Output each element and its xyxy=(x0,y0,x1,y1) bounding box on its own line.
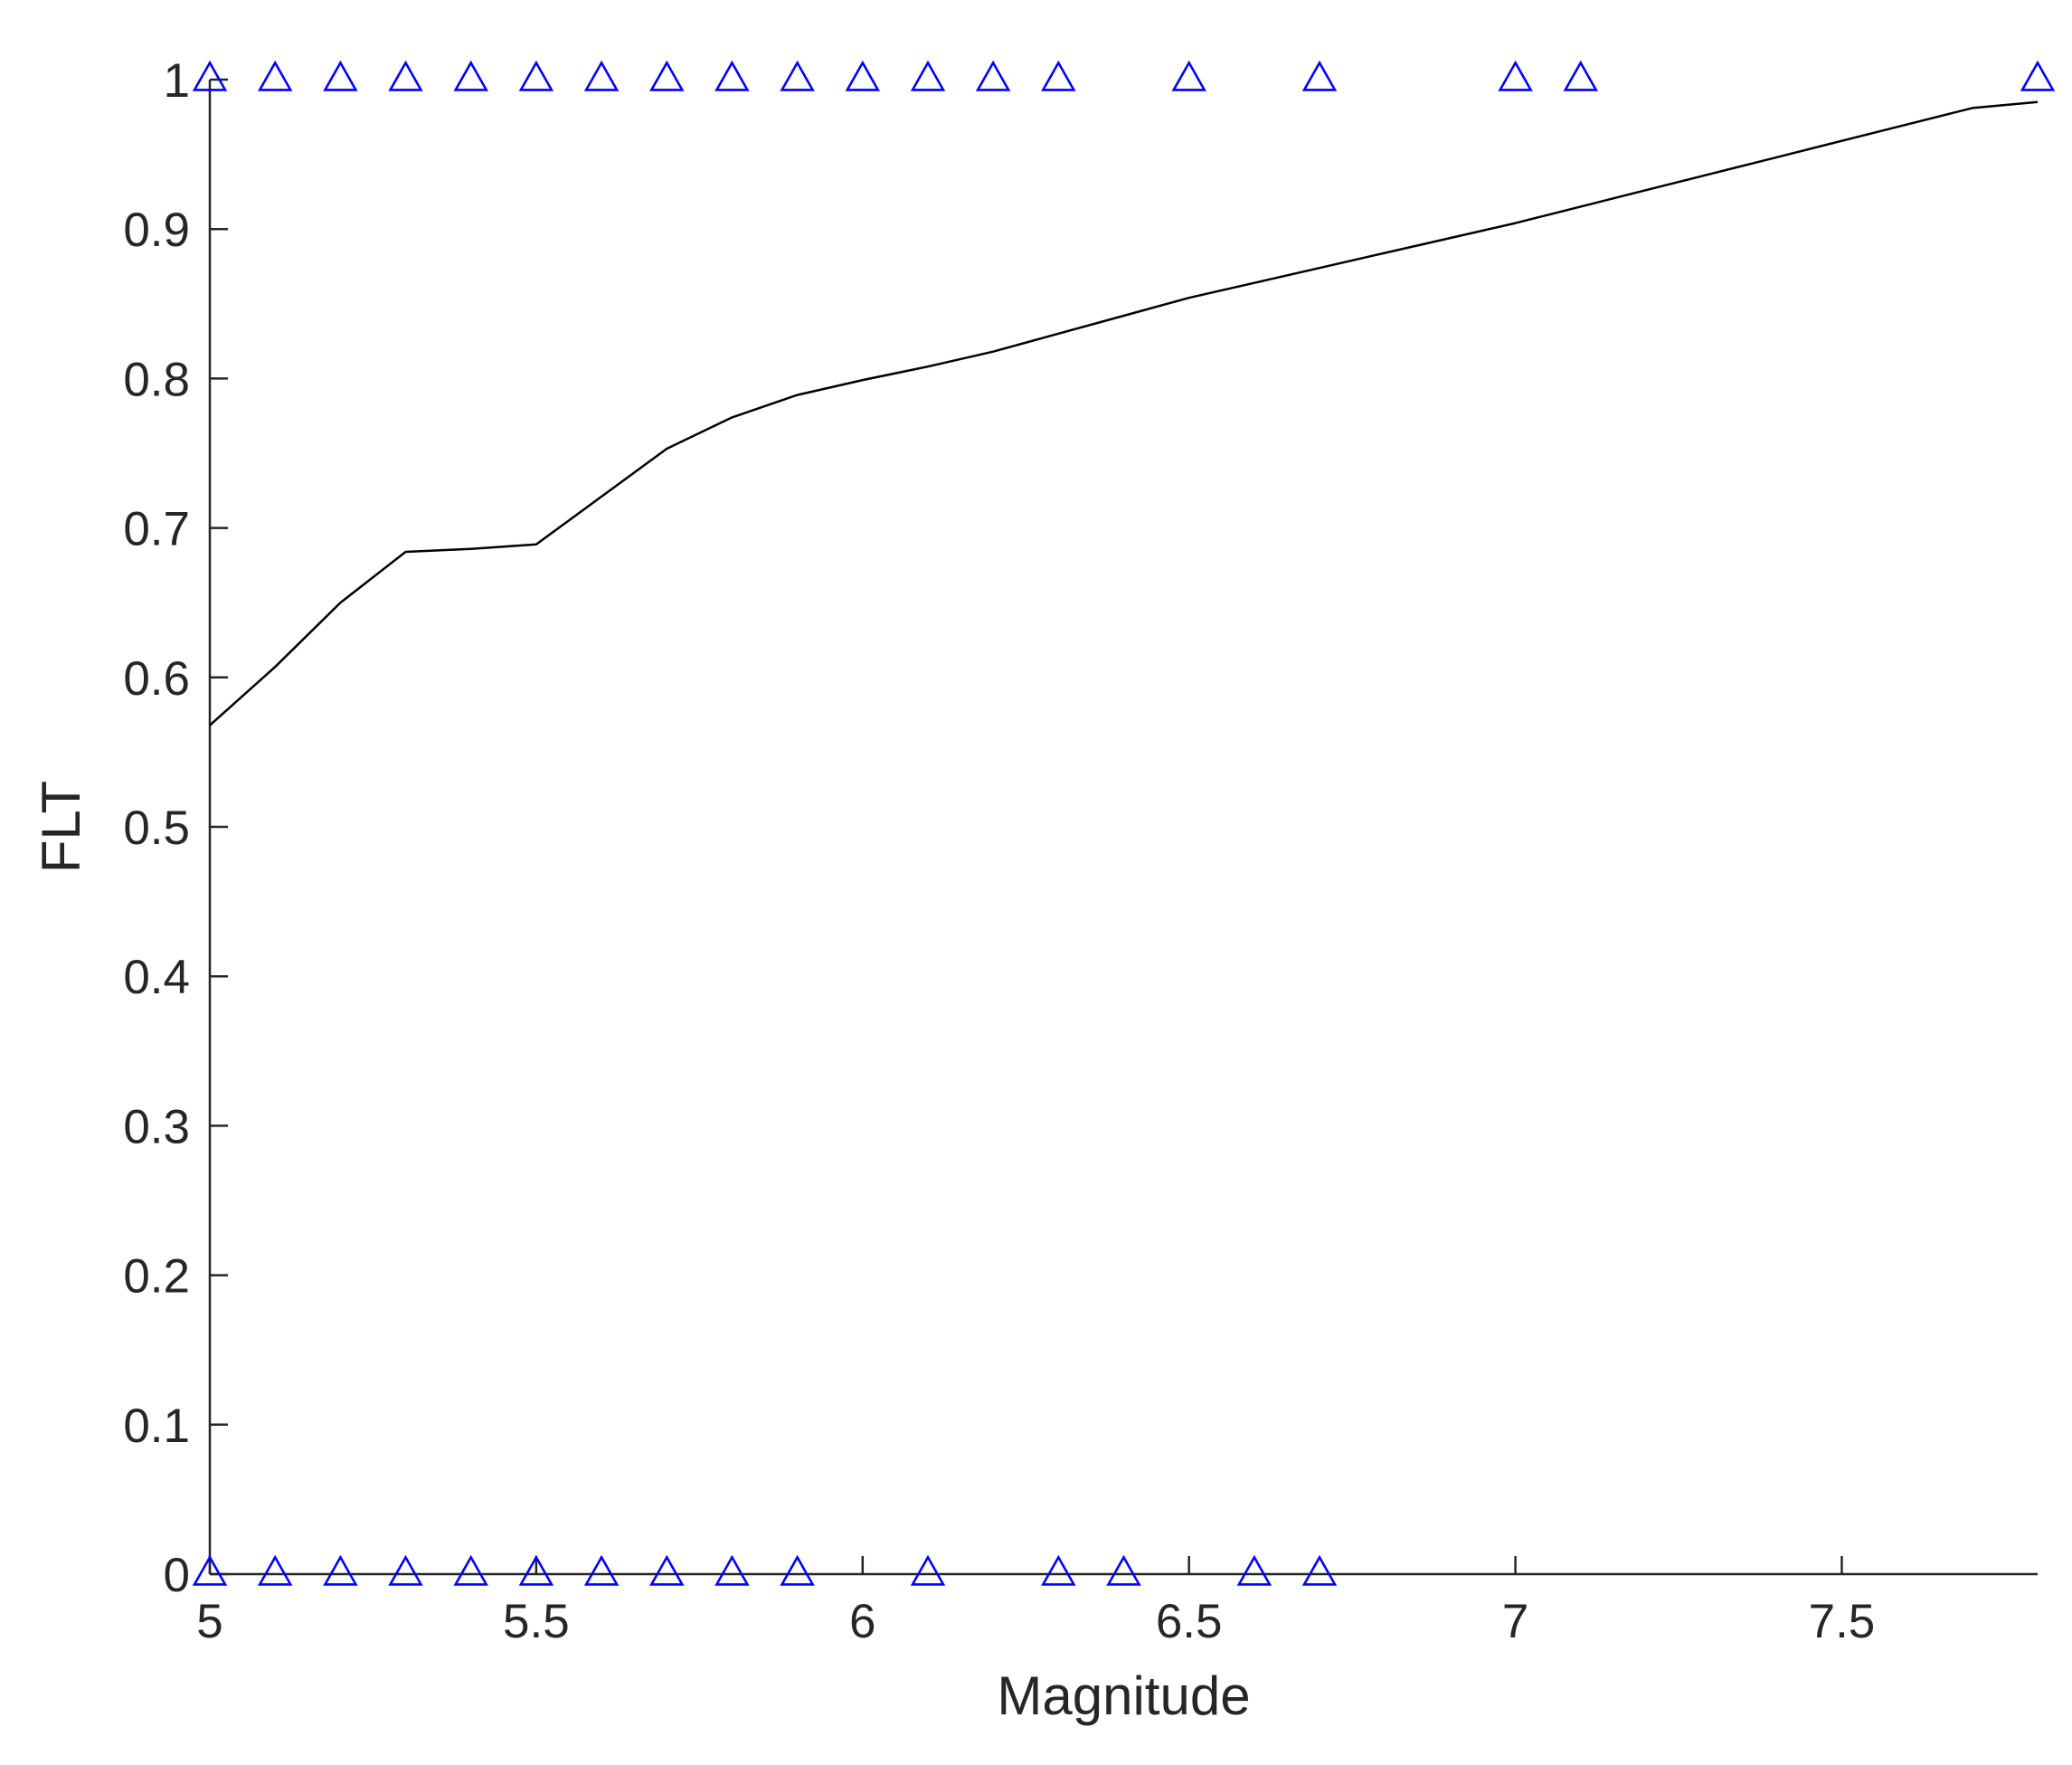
y-tick-label: 0.4 xyxy=(123,951,190,1004)
x-tick-label: 7 xyxy=(1502,1595,1528,1648)
triangle-marker xyxy=(583,60,620,91)
y-tick-label: 0.9 xyxy=(123,204,190,257)
flt-curve-line xyxy=(209,100,2039,726)
triangle-marker xyxy=(714,60,750,91)
y-tick-label: 0 xyxy=(164,1549,190,1602)
y-tick-label: 0.8 xyxy=(123,353,190,406)
ticks: 5 5.5 6 6.5 7 7.5 0 0.1 0.2 0.3 0.4 0.5 0.6 0.7 0.8 0.9… xyxy=(123,54,1875,1648)
triangle-marker xyxy=(1301,1554,1338,1586)
y-tick-label: 1 xyxy=(164,54,190,108)
triangle-marker xyxy=(257,1554,293,1586)
triangle-marker xyxy=(649,60,685,91)
triangle-marker xyxy=(583,1554,620,1586)
triangle-marker xyxy=(192,60,228,91)
triangle-marker xyxy=(1106,1554,1141,1586)
triangle-marker xyxy=(1041,1554,1076,1586)
triangle-marker xyxy=(257,60,293,91)
x-tick-label: 5.5 xyxy=(503,1595,570,1648)
x-tick-label: 5 xyxy=(196,1595,222,1648)
axes xyxy=(208,80,2038,1576)
triangle-marker xyxy=(518,60,554,91)
triangle-marker xyxy=(323,60,358,91)
y-tick-label: 0.1 xyxy=(123,1400,190,1453)
triangle-marker xyxy=(1301,60,1338,91)
triangle-marker xyxy=(1236,1554,1273,1586)
triangle-marker xyxy=(1041,60,1076,91)
triangle-marker xyxy=(1563,60,1598,91)
y-tick-label: 0.6 xyxy=(123,652,190,706)
triangle-marker xyxy=(649,1554,685,1586)
marker-series xyxy=(192,60,2056,1586)
triangle-marker xyxy=(780,60,815,91)
triangle-marker xyxy=(388,60,423,91)
y-tick-label: 0.3 xyxy=(123,1100,190,1153)
y-tick-label: 0.7 xyxy=(123,503,190,556)
triangle-marker xyxy=(714,1554,750,1586)
y-tick-label: 0.5 xyxy=(123,802,190,855)
x-tick-label: 6 xyxy=(849,1595,875,1648)
triangle-marker xyxy=(975,60,1011,91)
triangle-marker xyxy=(388,1554,423,1586)
triangle-marker xyxy=(1171,60,1206,91)
x-axis-title: Magnitude xyxy=(997,1665,1250,1726)
triangle-marker xyxy=(453,1554,488,1586)
triangle-marker xyxy=(453,60,488,91)
triangle-marker xyxy=(845,60,881,91)
triangle-marker xyxy=(2020,60,2056,91)
line-series xyxy=(209,100,2039,726)
y-axis-title: FLT xyxy=(31,781,91,873)
x-tick-label: 6.5 xyxy=(1156,1595,1223,1648)
triangle-marker xyxy=(192,1554,228,1586)
triangle-marker xyxy=(780,1554,815,1586)
y-tick-label: 0.2 xyxy=(123,1250,190,1304)
triangle-marker xyxy=(910,60,946,91)
triangle-marker xyxy=(518,1554,554,1586)
triangle-marker xyxy=(1498,60,1533,91)
x-tick-label: 7.5 xyxy=(1809,1595,1876,1648)
triangle-marker xyxy=(323,1554,358,1586)
triangle-marker xyxy=(910,1554,946,1586)
